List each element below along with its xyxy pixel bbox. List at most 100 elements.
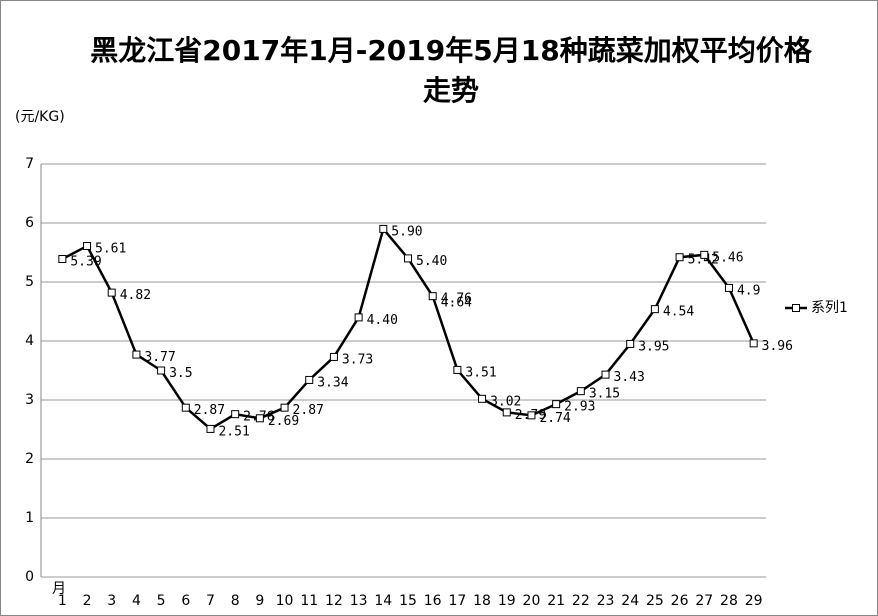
y-tick-label: 4 <box>25 333 34 349</box>
point-marker <box>478 394 487 403</box>
data-label: 2.74 <box>539 411 570 426</box>
point-marker <box>749 339 758 348</box>
y-tick-label: 0 <box>25 569 34 585</box>
point-marker <box>650 305 659 314</box>
x-axis-label: 月 <box>52 581 66 597</box>
data-label: 5.42 <box>688 253 719 268</box>
point-marker <box>83 242 92 251</box>
x-tick-label: 19 <box>498 593 516 609</box>
data-label: 2.87 <box>293 403 324 418</box>
data-label: 3.96 <box>762 339 793 354</box>
x-tick-label: 26 <box>671 593 689 609</box>
y-tick-label: 5 <box>25 274 34 290</box>
point-marker <box>379 224 388 233</box>
point-marker <box>502 408 511 417</box>
point-marker <box>58 254 67 263</box>
data-label: 3.95 <box>638 339 669 354</box>
x-tick-label: 15 <box>399 593 417 609</box>
x-tick-label: 2 <box>83 593 92 609</box>
point-marker <box>107 288 116 297</box>
point-marker <box>255 414 264 423</box>
data-label: 3.43 <box>614 370 645 385</box>
data-label: 2.51 <box>218 424 249 439</box>
x-tick-label: 21 <box>547 593 565 609</box>
data-label: 5.90 <box>391 224 422 239</box>
data-label: 3.77 <box>144 350 175 365</box>
point-marker <box>404 254 412 263</box>
x-tick-label: 16 <box>424 593 442 609</box>
x-tick-label: 27 <box>695 593 713 609</box>
data-label: 3.73 <box>342 352 373 367</box>
point-marker <box>206 424 215 433</box>
data-label: 4.9 <box>737 283 760 298</box>
point-marker <box>576 387 585 396</box>
x-tick-label: 24 <box>621 593 639 609</box>
legend-marker <box>792 304 800 312</box>
point-marker <box>453 365 462 374</box>
data-label: 4.54 <box>663 305 694 320</box>
data-label: 5.39 <box>70 254 101 269</box>
data-label: 2.93 <box>564 400 595 415</box>
point-marker <box>700 250 709 259</box>
x-tick-label: 12 <box>325 593 343 609</box>
x-tick-label: 29 <box>745 593 763 609</box>
x-tick-label: 23 <box>597 593 615 609</box>
point-marker <box>626 339 635 348</box>
x-tick-label: 22 <box>572 593 590 609</box>
y-axis-label: (元/KG) <box>15 109 65 125</box>
x-tick-label: 1 <box>58 593 67 609</box>
x-tick-label: 25 <box>646 593 664 609</box>
data-label: 3.15 <box>589 387 620 402</box>
point-marker <box>329 352 338 361</box>
data-label: 4.40 <box>367 313 398 328</box>
legend-label: 系列1 <box>811 300 848 316</box>
x-tick-label: 4 <box>132 593 141 609</box>
x-tick-label: 9 <box>255 593 264 609</box>
x-tick-label: 8 <box>231 593 240 609</box>
x-tick-label: 11 <box>300 593 318 609</box>
point-marker <box>181 403 190 412</box>
point-marker <box>231 410 240 419</box>
x-tick-label: 13 <box>350 593 368 609</box>
x-tick-label: 3 <box>107 593 116 609</box>
data-label: 3.51 <box>465 365 496 380</box>
point-marker <box>157 366 166 375</box>
y-tick-label: 7 <box>25 156 34 172</box>
data-label: 5.61 <box>95 242 126 257</box>
data-label: 3.5 <box>169 366 192 381</box>
data-label: 4.82 <box>120 288 151 303</box>
point-marker <box>354 313 363 322</box>
x-tick-label: 14 <box>374 593 392 609</box>
data-label: 2.87 <box>194 403 225 418</box>
x-tick-label: 18 <box>473 593 491 609</box>
point-marker <box>527 411 536 420</box>
point-marker <box>552 400 561 409</box>
chart-title: 黑龙江省2017年1月-2019年5月18种蔬菜加权平均价格走势 <box>90 34 812 107</box>
point-marker <box>724 283 733 292</box>
data-label: 3.02 <box>490 394 521 409</box>
data-label: 3.34 <box>317 375 348 390</box>
y-tick-label: 3 <box>25 392 34 408</box>
y-tick-label: 6 <box>25 215 34 231</box>
x-tick-label: 10 <box>276 593 294 609</box>
x-tick-label: 28 <box>720 593 738 609</box>
data-label: 2.69 <box>268 414 299 429</box>
x-tick-label: 6 <box>181 593 190 609</box>
y-tick-label: 2 <box>25 451 34 467</box>
x-tick-label: 5 <box>157 593 166 609</box>
y-tick-label: 1 <box>25 510 34 526</box>
data-label: 5.40 <box>416 254 447 269</box>
point-marker <box>601 370 610 379</box>
point-marker <box>132 350 141 359</box>
x-tick-label: 7 <box>206 593 215 609</box>
x-tick-label: 20 <box>523 593 541 609</box>
point-marker <box>305 375 314 384</box>
data-label: 4.76 <box>441 292 472 307</box>
x-tick-label: 17 <box>448 593 466 609</box>
point-marker <box>675 253 684 262</box>
annotation: 4.64 <box>441 296 472 311</box>
point-marker <box>428 292 437 301</box>
data-label: 5.46 <box>712 250 743 265</box>
